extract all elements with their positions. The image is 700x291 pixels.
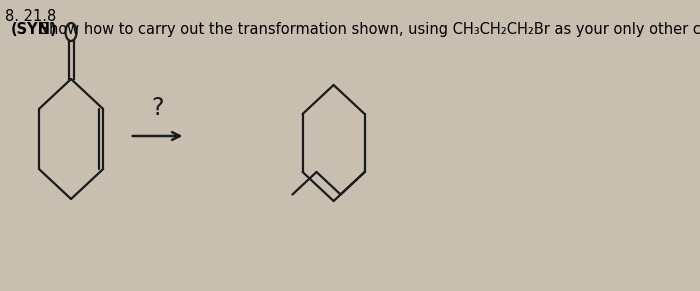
Text: Show how to carry out the transformation shown, using CH₃CH₂CH₂Br as your only o: Show how to carry out the transformation…	[34, 22, 700, 37]
Text: 8. 21.8: 8. 21.8	[5, 9, 56, 24]
Text: (SYN): (SYN)	[11, 22, 57, 37]
Text: ?: ?	[151, 96, 164, 120]
